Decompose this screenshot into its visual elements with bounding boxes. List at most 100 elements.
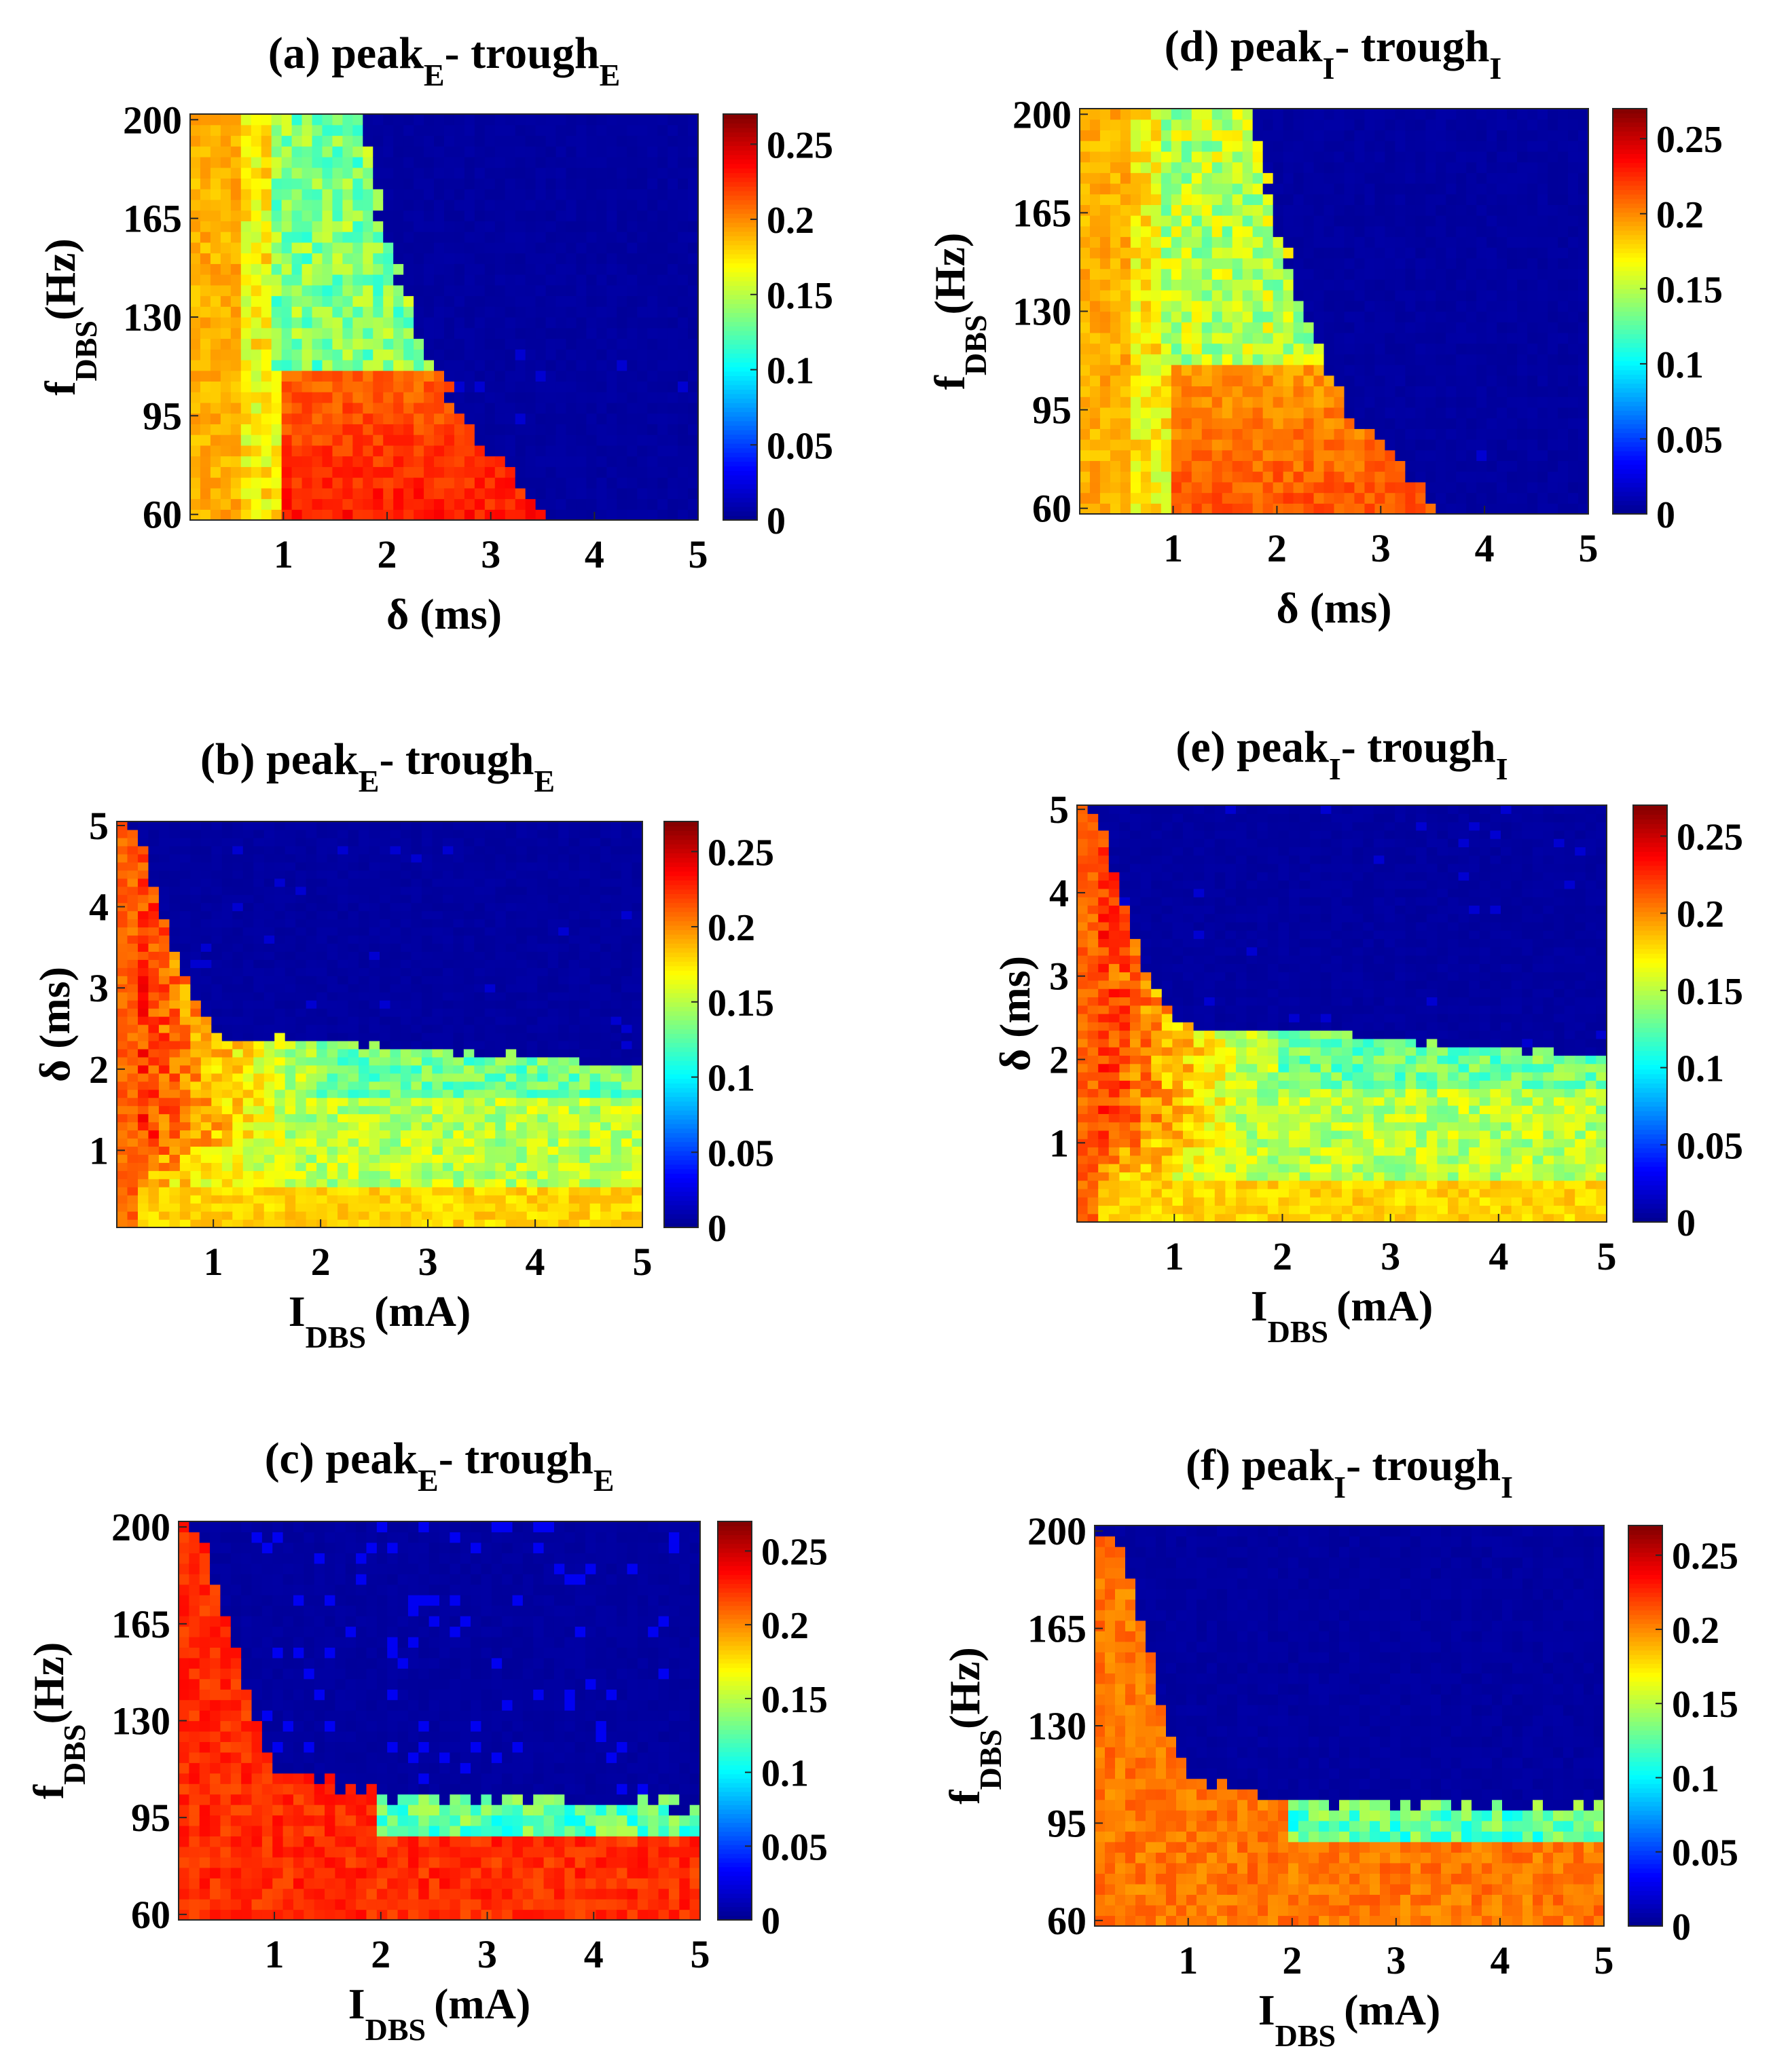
heatmap-cell [688, 221, 699, 232]
heatmap-cell [621, 1024, 633, 1033]
heatmap-cell [474, 1032, 486, 1041]
heatmap-cell [545, 445, 557, 457]
heatmap-cell [369, 1097, 380, 1107]
heatmap-cell [221, 984, 233, 993]
heatmap-cell [606, 253, 617, 264]
heatmap-cell [327, 1016, 338, 1025]
heatmap-cell [169, 927, 181, 936]
heatmap-cell [210, 284, 221, 297]
heatmap-cell [411, 1081, 422, 1090]
heatmap-cell [453, 1081, 464, 1090]
heatmap-cell [200, 829, 212, 838]
heatmap-cell [240, 114, 252, 126]
heatmap-cell [127, 902, 139, 912]
heatmap-cell [211, 1105, 223, 1115]
heatmap-cell [390, 1170, 401, 1179]
heatmap-cell [495, 919, 507, 928]
heatmap-cell [606, 274, 617, 286]
heatmap-cell [600, 837, 612, 847]
heatmap-cell [596, 253, 607, 264]
heatmap-cell [632, 1040, 643, 1050]
heatmap-cell [359, 935, 370, 944]
heatmap-cell [444, 477, 455, 489]
heatmap-cell [281, 199, 293, 211]
colorbar-segment [723, 154, 757, 160]
heatmap-cell [647, 466, 658, 478]
heatmap-cell [251, 135, 262, 147]
heatmap-cell [263, 902, 275, 912]
heatmap-cell [474, 487, 486, 500]
heatmap-cell [230, 466, 242, 478]
colorbar-segment [723, 177, 757, 183]
y-tick-label: 1 [89, 1128, 109, 1172]
heatmap-cell [199, 1773, 211, 1784]
colorbar-segment [723, 172, 757, 178]
heatmap-cell [210, 370, 221, 382]
heatmap-cell [281, 274, 293, 286]
heatmap-cell [516, 837, 528, 847]
heatmap-cell [515, 178, 526, 189]
heatmap-cell [342, 413, 353, 424]
heatmap-cell [421, 992, 433, 1001]
heatmap-cell [526, 1097, 538, 1107]
heatmap-cell [261, 359, 272, 371]
heatmap-cell [306, 976, 317, 984]
heatmap-cell [576, 456, 587, 467]
heatmap-cell [251, 1605, 263, 1616]
heatmap-cell [179, 1040, 191, 1050]
heatmap-cell [306, 1008, 317, 1017]
heatmap-cell [545, 349, 557, 360]
heatmap-cell [322, 338, 333, 350]
heatmap-cell [516, 1122, 528, 1131]
heatmap-cell [637, 178, 648, 189]
heatmap-cell [312, 146, 323, 158]
heatmap-cell [484, 498, 496, 510]
heatmap-cell [240, 349, 252, 360]
heatmap-cell [555, 466, 567, 478]
heatmap-cell [393, 210, 404, 221]
heatmap-cell [464, 466, 475, 478]
heatmap-cell [484, 1024, 496, 1033]
heatmap-cell [586, 456, 597, 467]
heatmap-cell [322, 135, 333, 147]
heatmap-cell [148, 1195, 160, 1204]
heatmap-cell [322, 232, 333, 243]
heatmap-cell [535, 498, 547, 510]
heatmap-cell [474, 902, 486, 912]
heatmap-cell [442, 984, 454, 993]
heatmap-cell [342, 263, 353, 275]
heatmap-cell [589, 1211, 601, 1220]
heatmap-cell [327, 1032, 338, 1041]
heatmap-cell [454, 445, 465, 457]
heatmap-cell [322, 263, 333, 275]
heatmap-cell [291, 445, 303, 457]
heatmap-cell [442, 935, 454, 944]
heatmap-cell [621, 910, 633, 920]
heatmap-cell [369, 1154, 380, 1163]
heatmap-cell [342, 402, 353, 414]
heatmap-cell [474, 498, 486, 510]
heatmap-cell [515, 381, 526, 392]
heatmap-cell [158, 1008, 170, 1017]
heatmap-cell [221, 845, 233, 855]
heatmap-cell [179, 1016, 191, 1025]
heatmap-cell [494, 114, 506, 126]
heatmap-cell [390, 1097, 401, 1107]
heatmap-cell [390, 1130, 401, 1139]
heatmap-cell [359, 1203, 370, 1212]
heatmap-cell [210, 1595, 221, 1606]
heatmap-cell [261, 338, 272, 350]
heatmap-cell [589, 1056, 601, 1066]
heatmap-cell [295, 1016, 307, 1025]
heatmap-cell [373, 466, 384, 478]
heatmap-cell [495, 967, 507, 976]
heatmap-cell [403, 456, 414, 467]
heatmap-cell [271, 509, 282, 521]
heatmap-cell [526, 1008, 538, 1017]
heatmap-cell [322, 178, 333, 189]
heatmap-cell [515, 114, 526, 126]
heatmap-cell [525, 413, 536, 424]
heatmap-cell [411, 886, 422, 895]
heatmap-cell [568, 821, 580, 830]
heatmap-cell [190, 1203, 202, 1212]
